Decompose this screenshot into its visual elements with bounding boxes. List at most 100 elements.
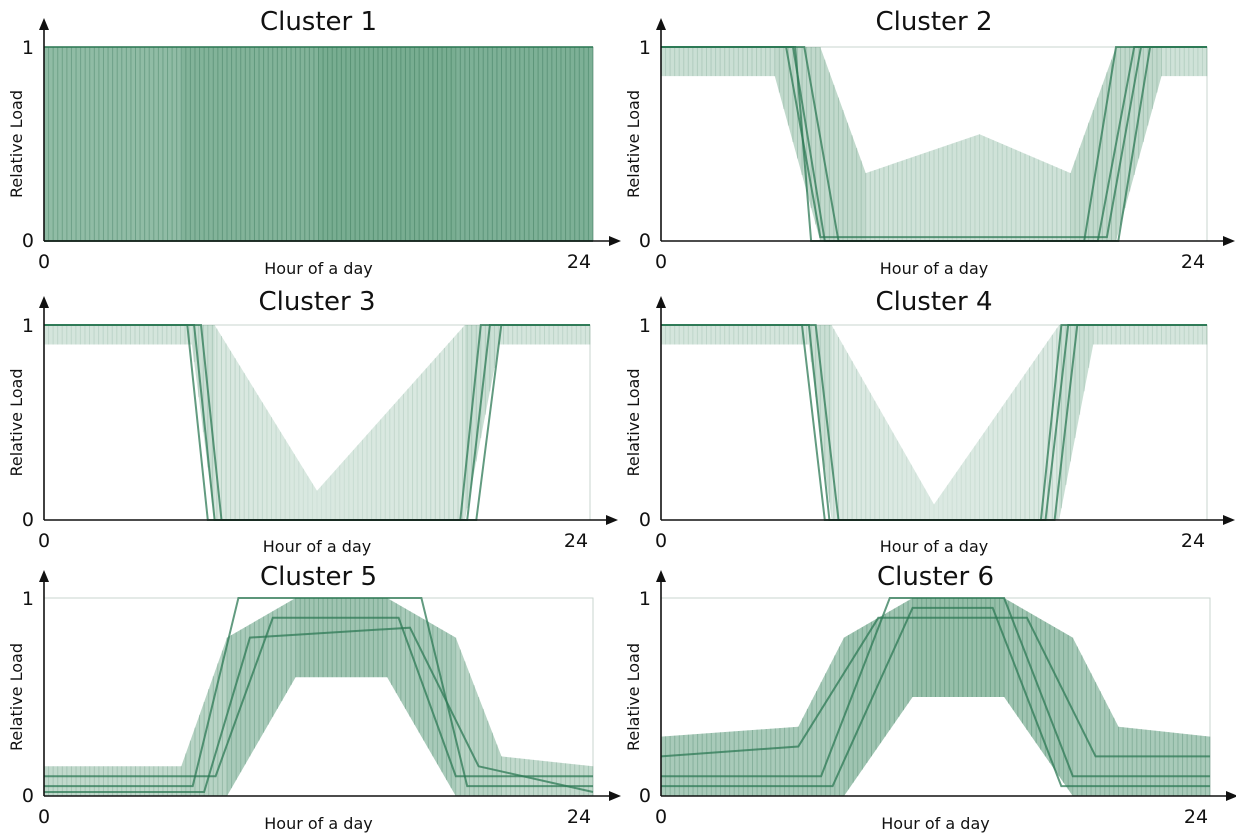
y-tick-label-min: 0 [639, 230, 651, 252]
density-band [774, 47, 821, 241]
y-axis-arrow [39, 18, 49, 30]
chart-panel-5: Cluster 5 1 00 24 Hour of a day Relative Load [7, 562, 621, 833]
y-axis-arrow [656, 18, 666, 30]
x-tick-label-min: 0 [38, 251, 50, 273]
series-line-1 [661, 324, 1207, 521]
y-tick-label-max: 1 [639, 588, 651, 610]
density-bands [661, 325, 1207, 520]
y-axis-label: Relative Load [7, 90, 26, 198]
density-band [912, 598, 1005, 697]
density-band [499, 325, 590, 345]
x-tick-label-max: 24 [567, 251, 591, 273]
x-axis-arrow [1226, 791, 1236, 801]
x-axis-label: Hour of a day [264, 814, 372, 833]
x-tick-label-max: 24 [567, 806, 591, 828]
series-line-3 [661, 606, 1210, 788]
density-band [1070, 47, 1116, 241]
density-band [1059, 325, 1094, 520]
series-line-2 [660, 616, 1210, 758]
x-tick-label-min: 0 [38, 530, 50, 552]
y-tick-label-min: 0 [22, 230, 34, 252]
chart-title: Cluster 3 [258, 287, 375, 317]
series-lines [661, 324, 1207, 521]
density-band [455, 637, 502, 796]
x-axis-label: Hour of a day [263, 537, 371, 556]
chart-title: Cluster 4 [875, 287, 992, 317]
x-tick-label-max: 24 [1184, 806, 1208, 828]
density-band [661, 47, 775, 77]
line-texture [43, 47, 594, 241]
density-band [44, 766, 182, 796]
density-band [214, 325, 317, 520]
line-texture [660, 325, 1208, 520]
density-band [317, 325, 465, 520]
y-tick-label-min: 0 [639, 509, 651, 531]
x-axis-label: Hour of a day [880, 259, 988, 278]
density-band [1116, 47, 1162, 241]
x-axis-label: Hour of a day [264, 259, 372, 278]
density-band [661, 726, 799, 796]
x-tick-label-min: 0 [655, 806, 667, 828]
density-band [979, 134, 1071, 241]
chart-title: Cluster 6 [877, 562, 994, 592]
y-axis-arrow [656, 570, 666, 582]
line-texture [43, 325, 591, 520]
y-tick-label-min: 0 [22, 509, 34, 531]
density-band [934, 325, 1060, 520]
density-band [318, 47, 456, 241]
y-axis-label: Relative Load [624, 369, 643, 477]
x-axis-arrow [606, 515, 618, 525]
y-axis-arrow [39, 570, 49, 582]
x-tick-label-max: 24 [1181, 530, 1205, 552]
chart-title: Cluster 1 [260, 7, 377, 37]
density-band [181, 47, 319, 241]
series-line-2 [44, 616, 593, 778]
y-axis-label: Relative Load [624, 643, 643, 751]
y-axis-arrow [39, 296, 49, 308]
density-band [1161, 47, 1207, 77]
y-axis-label: Relative Load [624, 90, 643, 198]
y-axis-arrow [656, 296, 666, 308]
line-texture [660, 598, 1211, 796]
y-tick-label-max: 1 [639, 37, 651, 59]
series-line-2 [661, 324, 1207, 521]
chart-title: Cluster 2 [875, 7, 992, 37]
density-band [44, 325, 192, 345]
density-band [227, 598, 296, 796]
series-line-1 [44, 597, 593, 788]
x-tick-label-max: 24 [564, 530, 588, 552]
x-tick-label-max: 24 [1181, 251, 1205, 273]
density-band [661, 325, 809, 345]
y-tick-label-min: 0 [22, 785, 34, 807]
density-band [865, 134, 980, 241]
density-bands [661, 598, 1210, 796]
density-bands [44, 47, 593, 241]
series-line-3 [661, 324, 1207, 521]
y-tick-label-max: 1 [22, 37, 34, 59]
chart-panel-3: Cluster 3 1 00 24 Hour of a day Relative Load [7, 287, 618, 556]
y-tick-label-max: 1 [22, 588, 34, 610]
density-band [1004, 598, 1073, 796]
line-texture [660, 47, 1208, 241]
chart-title: Cluster 5 [260, 562, 377, 592]
series-lines [660, 597, 1210, 788]
series-line-3 [44, 626, 594, 793]
density-band [387, 598, 456, 796]
density-band [831, 325, 934, 520]
density-bands [661, 47, 1207, 241]
x-tick-label-min: 0 [38, 806, 50, 828]
density-band [44, 47, 182, 241]
chart-panel-1: Cluster 1 1 00 24 Hour of a day Relative Load [7, 7, 621, 278]
density-band [1118, 726, 1210, 796]
y-tick-label-min: 0 [639, 785, 651, 807]
chart-panel-4: Cluster 4 1 00 24 Hour of a day Relative Load [624, 287, 1235, 556]
x-axis-label: Hour of a day [880, 537, 988, 556]
plot-frame [660, 324, 1208, 521]
x-axis-arrow [609, 791, 621, 801]
x-axis-arrow [1223, 236, 1235, 246]
density-band [798, 637, 844, 796]
y-tick-label-max: 1 [22, 315, 34, 337]
x-axis-arrow [1223, 515, 1235, 525]
x-tick-label-min: 0 [655, 251, 667, 273]
